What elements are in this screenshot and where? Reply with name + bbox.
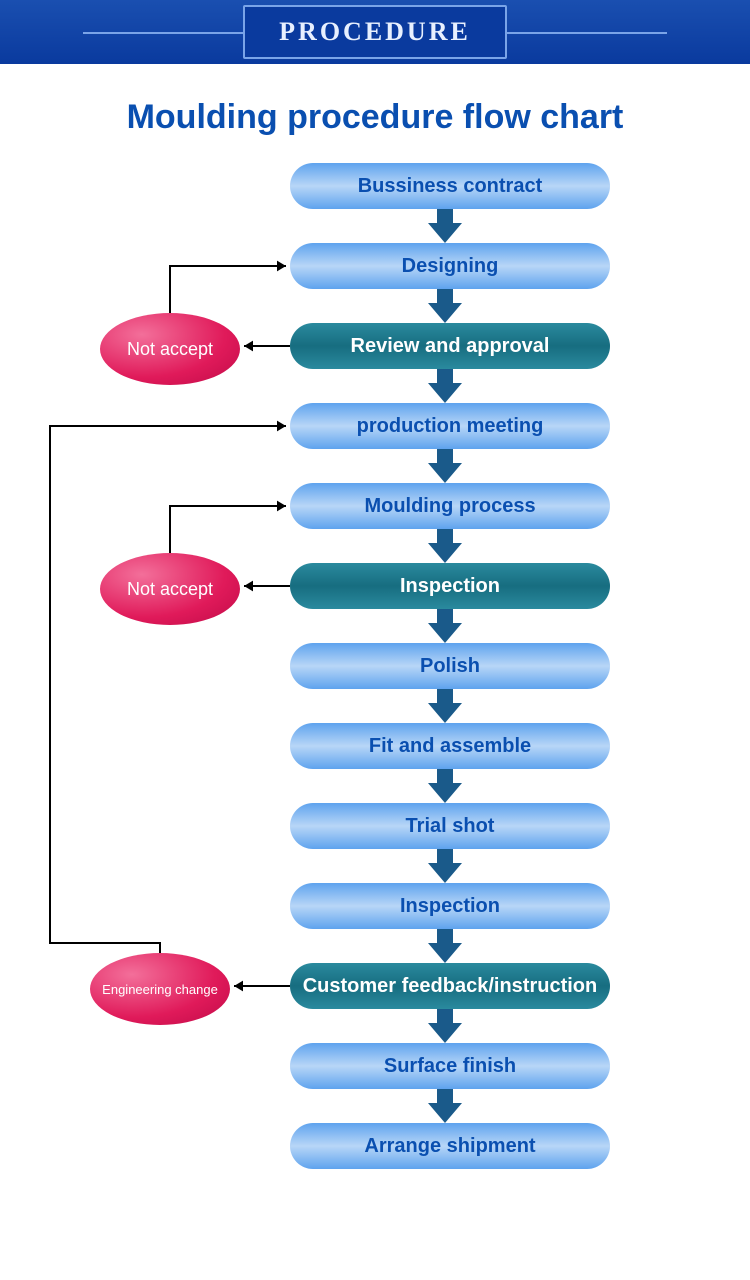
flow-node: Inspection (290, 883, 610, 929)
flowchart-canvas: Bussiness contract Designing Review and ap… (0, 163, 750, 1263)
flow-node: Trial shot (290, 803, 610, 849)
decision-node: Not accept (100, 313, 240, 385)
flow-node: Polish (290, 643, 610, 689)
header-label: PROCEDURE (279, 17, 471, 46)
header-bar: PROCEDURE (0, 0, 750, 64)
decision-node: Not accept (100, 553, 240, 625)
flow-node: production meeting (290, 403, 610, 449)
flow-node: Customer feedback/instruction (290, 963, 610, 1009)
flow-node: Bussiness contract (290, 163, 610, 209)
flow-node: Designing (290, 243, 610, 289)
flow-node: Fit and assemble (290, 723, 610, 769)
flow-node: Moulding process (290, 483, 610, 529)
header-ribbon: PROCEDURE (243, 5, 507, 59)
flow-node: Review and approval (290, 323, 610, 369)
flow-node: Inspection (290, 563, 610, 609)
decision-node: Engineering change (90, 953, 230, 1025)
flow-node: Surface finish (290, 1043, 610, 1089)
page-title: Moulding procedure flow chart (0, 98, 750, 137)
flow-node: Arrange shipment (290, 1123, 610, 1169)
